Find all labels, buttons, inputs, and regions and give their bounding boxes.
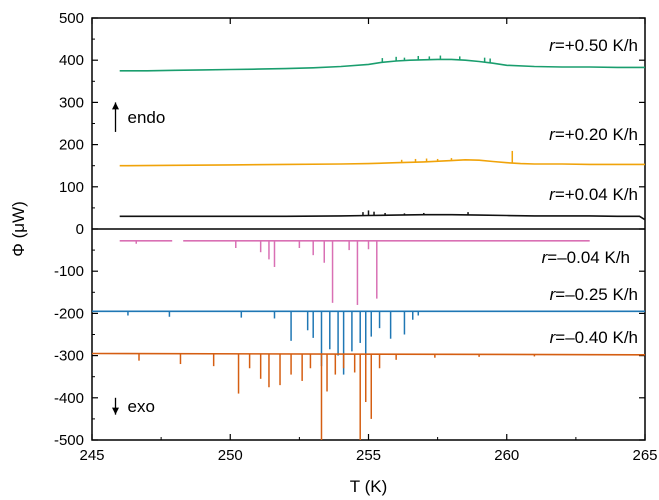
- x-tick-label: 260: [494, 447, 519, 464]
- exo-annotation: exo: [112, 397, 155, 416]
- series-label: r=–0.25 K/h: [550, 285, 638, 304]
- series-3: r=–0.04 K/h: [119, 240, 630, 305]
- y-tick-label: 0: [76, 221, 84, 238]
- annotation-arrow-head: [112, 407, 120, 415]
- x-tick-label: 265: [632, 447, 657, 464]
- x-tick-label: 245: [79, 447, 104, 464]
- y-tick-label: 200: [59, 137, 84, 154]
- tick-marks: [91, 17, 646, 441]
- series-line: [119, 213, 646, 221]
- series-5: r=–0.40 K/h: [91, 328, 646, 440]
- y-tick-label: -400: [54, 390, 84, 407]
- annotation-label: exo: [128, 397, 155, 416]
- endo-annotation: endo: [112, 102, 165, 132]
- annotation-arrow-head: [112, 102, 120, 110]
- tick-labels: 245 250 255 260 265 -500 -400 -300 -200 -100 0 100 2…: [54, 10, 658, 464]
- y-tick-label: 400: [59, 52, 84, 69]
- series-label: r=–0.04 K/h: [542, 248, 630, 267]
- series-line: [91, 352, 646, 356]
- y-tick-label: 500: [59, 10, 84, 27]
- y-tick-label: 300: [59, 94, 84, 111]
- y-tick-label: -200: [54, 305, 84, 322]
- series-1: r=+0.20 K/h: [119, 125, 645, 167]
- y-tick-label: -300: [54, 348, 84, 365]
- series-layer: r=+0.50 K/h r=+0.20 K/h r=+0.04 K/h r=–0.04…: [91, 36, 646, 440]
- annotation-layer: endo exo: [112, 102, 165, 416]
- series-0: r=+0.50 K/h: [119, 36, 645, 72]
- series-label: r=+0.20 K/h: [549, 125, 638, 144]
- y-axis-title: Φ (μW): [9, 201, 28, 256]
- x-tick-label: 250: [218, 447, 243, 464]
- y-tick-label: 100: [59, 179, 84, 196]
- series-line: [119, 58, 645, 72]
- series-2: r=+0.04 K/h: [119, 185, 646, 221]
- y-tick-label: -500: [54, 432, 84, 449]
- x-axis-title: T (K): [350, 477, 387, 496]
- series-line: [119, 158, 645, 167]
- x-tick-label: 255: [356, 447, 381, 464]
- series-label: r=+0.50 K/h: [549, 36, 638, 55]
- annotation-label: endo: [128, 108, 166, 127]
- series-label: r=+0.04 K/h: [549, 185, 638, 204]
- y-tick-label: -100: [54, 263, 84, 280]
- plot-area: [91, 17, 646, 441]
- series-label: r=–0.40 K/h: [550, 328, 638, 347]
